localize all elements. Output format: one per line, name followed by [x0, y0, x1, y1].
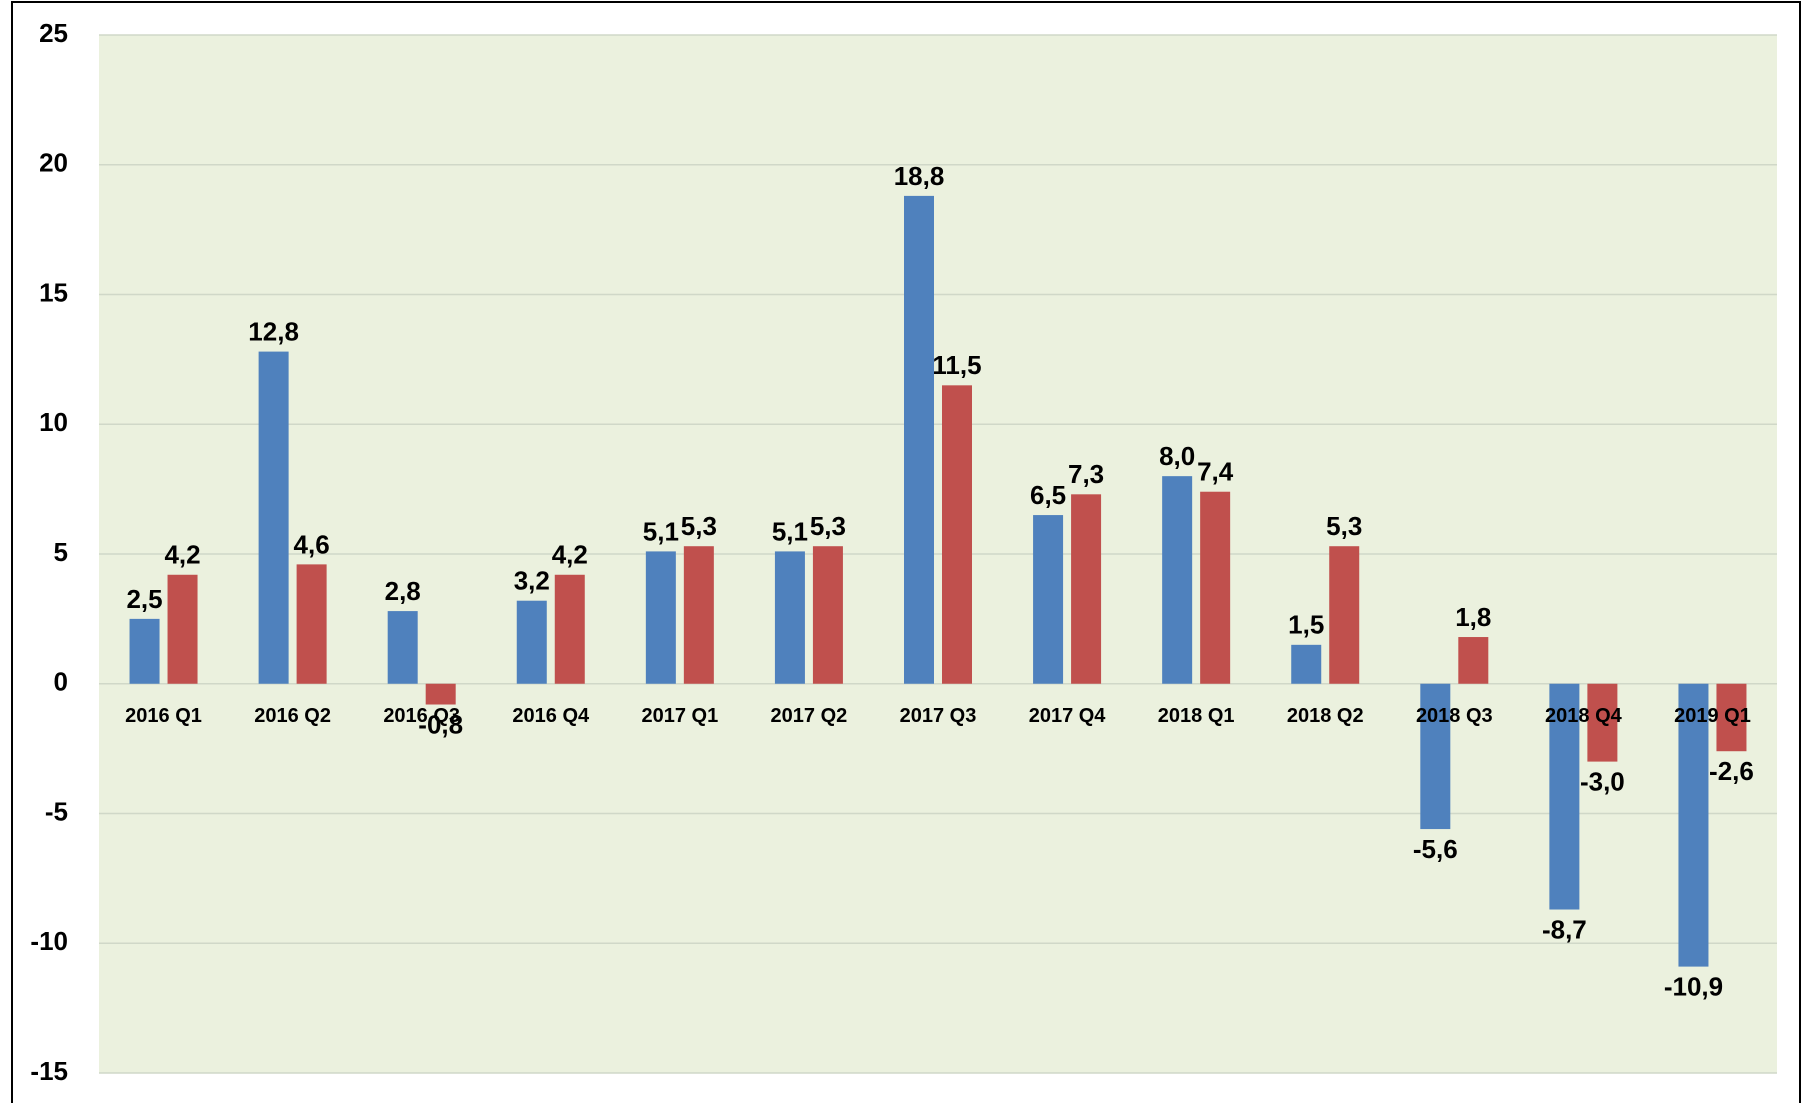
bar — [774, 551, 805, 684]
bar — [1587, 683, 1618, 762]
value-label: 11,5 — [932, 350, 981, 380]
bar — [129, 618, 160, 684]
bar — [942, 385, 972, 684]
value-label: 6,5 — [1030, 480, 1066, 510]
value-label: 5,1 — [643, 516, 679, 546]
value-label: 4,2 — [164, 540, 200, 570]
value-label: 4,2 — [552, 540, 588, 570]
bar — [387, 611, 418, 684]
bar — [1200, 491, 1231, 684]
x-tick-label: 2017 Q4 — [1029, 705, 1107, 727]
bar — [1329, 546, 1360, 684]
y-tick-label: 15 — [39, 277, 68, 307]
y-tick-label: 0 — [54, 667, 68, 697]
y-tick-label: 20 — [39, 148, 68, 178]
bar — [167, 574, 198, 684]
x-tick-label: 2018 Q1 — [1158, 705, 1235, 727]
x-tick-label: 2016 Q4 — [512, 705, 590, 727]
bar — [645, 551, 676, 684]
x-tick-label: 2018 Q4 — [1545, 705, 1623, 727]
y-tick-label: -5 — [45, 796, 68, 826]
bar — [1033, 515, 1064, 684]
value-label: 18,8 — [894, 161, 945, 191]
x-tick-label: 2018 Q2 — [1287, 705, 1364, 727]
value-label: -2,6 — [1709, 756, 1754, 786]
bar — [812, 546, 843, 684]
value-label: -0,8 — [418, 709, 463, 739]
bar — [1162, 476, 1193, 684]
bar — [296, 564, 327, 684]
value-label: 5,3 — [1326, 511, 1362, 541]
value-label: 2,5 — [126, 584, 162, 614]
x-tick-label: 2019 Q1 — [1674, 705, 1751, 727]
bar — [258, 351, 289, 684]
bar — [1420, 683, 1451, 830]
bar — [1458, 637, 1489, 684]
bar — [516, 600, 547, 684]
y-tick-label: -10 — [30, 926, 68, 956]
value-label: 7,4 — [1197, 457, 1234, 487]
y-tick-label: 5 — [54, 537, 68, 567]
bar — [1291, 644, 1322, 684]
value-label: 5,3 — [681, 511, 717, 541]
value-label: 12,8 — [248, 316, 299, 346]
value-label: 3,2 — [514, 566, 550, 596]
x-tick-label: 2016 Q2 — [254, 705, 331, 727]
bar — [425, 683, 456, 705]
value-label: 7,3 — [1068, 459, 1104, 489]
x-tick-label: 2018 Q3 — [1416, 705, 1493, 727]
value-label: 1,5 — [1288, 610, 1324, 640]
bar — [554, 574, 585, 684]
value-label: 2,8 — [385, 576, 421, 606]
x-tick-label: 2017 Q3 — [900, 705, 977, 727]
bar — [1716, 683, 1747, 752]
value-label: -5,6 — [1413, 834, 1458, 864]
bar — [683, 546, 714, 684]
value-label: -10,9 — [1664, 971, 1723, 1001]
value-label: 5,3 — [810, 511, 846, 541]
value-label: -3,0 — [1580, 766, 1625, 796]
bar — [1549, 683, 1580, 910]
y-tick-label: 25 — [39, 18, 68, 48]
value-label: 5,1 — [772, 516, 808, 546]
y-tick-label: 10 — [39, 407, 68, 437]
value-label: -8,7 — [1542, 914, 1587, 944]
x-tick-label: 2016 Q1 — [125, 705, 202, 727]
x-tick-label: 2017 Q2 — [771, 705, 848, 727]
value-label: 4,6 — [294, 529, 330, 559]
value-label: 1,8 — [1455, 602, 1491, 632]
x-tick-label: 2016 Q3 — [383, 705, 460, 727]
value-label: 8,0 — [1159, 441, 1195, 471]
bar — [904, 195, 934, 684]
y-tick-label: -15 — [30, 1056, 68, 1086]
bar — [1678, 683, 1709, 967]
x-tick-label: 2017 Q1 — [641, 705, 718, 727]
bar — [1071, 494, 1102, 684]
